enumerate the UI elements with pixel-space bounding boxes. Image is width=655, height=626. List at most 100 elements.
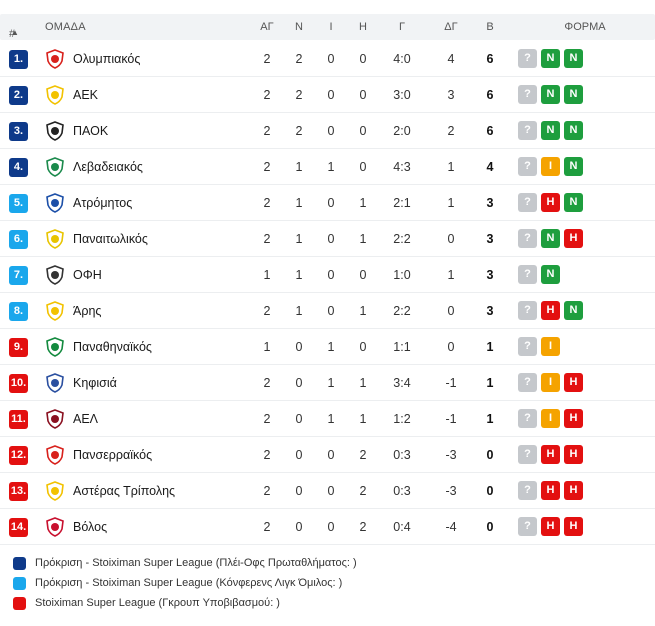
drawn-value: 1 bbox=[327, 412, 335, 426]
form-upcoming-badge[interactable]: ? bbox=[518, 121, 537, 140]
form-loss-badge[interactable]: Η bbox=[564, 517, 583, 536]
header-drawn[interactable]: Ι bbox=[329, 21, 333, 33]
goals-value: 2:0 bbox=[393, 124, 411, 138]
form-upcoming-badge[interactable]: ? bbox=[518, 337, 537, 356]
goal-diff-value: 2 bbox=[447, 124, 455, 138]
table-row[interactable]: 13. Αστέρας Τρίπολης 2 0 0 2 0:3 -3 0? Η Η bbox=[0, 473, 655, 509]
goals-value: 1:2 bbox=[393, 412, 411, 426]
form-loss-badge[interactable]: Η bbox=[564, 481, 583, 500]
header-lost[interactable]: Η bbox=[359, 21, 367, 33]
form-upcoming-badge[interactable]: ? bbox=[518, 409, 537, 428]
header-points[interactable]: Β bbox=[486, 21, 494, 33]
form-guide: ? Ν Η bbox=[518, 229, 583, 248]
form-win-badge[interactable]: Ν bbox=[564, 121, 583, 140]
form-win-badge[interactable]: Ν bbox=[541, 49, 560, 68]
goal-diff-value: 3 bbox=[447, 88, 455, 102]
form-win-badge[interactable]: Ν bbox=[564, 85, 583, 104]
form-loss-badge[interactable]: Η bbox=[564, 229, 583, 248]
team-name[interactable]: ΟΦΗ bbox=[73, 268, 102, 282]
form-loss-badge[interactable]: Η bbox=[564, 373, 583, 392]
form-loss-badge[interactable]: Η bbox=[541, 301, 560, 320]
team-name[interactable]: Ατρόμητος bbox=[73, 196, 133, 210]
table-row[interactable]: 2. ΑΕΚ 2 2 0 0 3:0 3 6? Ν Ν bbox=[0, 77, 655, 113]
form-upcoming-badge[interactable]: ? bbox=[518, 301, 537, 320]
form-upcoming-badge[interactable]: ? bbox=[518, 265, 537, 284]
table-row[interactable]: 1. Ολυμπιακός 2 2 0 0 4:0 4 6? Ν Ν bbox=[0, 41, 655, 77]
won-value: 2 bbox=[295, 52, 303, 66]
form-guide: ? Ν Ν bbox=[518, 85, 583, 104]
team-name[interactable]: Παναθηναϊκός bbox=[73, 340, 152, 354]
team-name[interactable]: Άρης bbox=[73, 304, 102, 318]
table-row[interactable]: 4. Λεβαδειακός 2 1 1 0 4:3 1 4? Ι Ν bbox=[0, 149, 655, 185]
header-won[interactable]: Ν bbox=[295, 21, 303, 33]
form-upcoming-badge[interactable]: ? bbox=[518, 373, 537, 392]
form-loss-badge[interactable]: Η bbox=[541, 517, 560, 536]
legend-color-swatch bbox=[13, 577, 26, 590]
team-name[interactable]: Βόλος bbox=[73, 520, 108, 534]
table-row[interactable]: 14. Βόλος 2 0 0 2 0:4 -4 0? Η Η bbox=[0, 509, 655, 545]
form-win-badge[interactable]: Ν bbox=[564, 193, 583, 212]
table-row[interactable]: 11. ΑΕΛ 2 0 1 1 1:2 -1 1? Ι Η bbox=[0, 401, 655, 437]
played-value: 2 bbox=[263, 232, 271, 246]
drawn-value: 0 bbox=[327, 232, 335, 246]
form-win-badge[interactable]: Ν bbox=[541, 229, 560, 248]
team-name[interactable]: Πανσερραϊκός bbox=[73, 448, 153, 462]
table-row[interactable]: 10. Κηφισιά 2 0 1 1 3:4 -1 1? Ι Η bbox=[0, 365, 655, 401]
table-row[interactable]: 6. Παναιτωλικός 2 1 0 1 2:2 0 3? Ν Η bbox=[0, 221, 655, 257]
goals-value: 1:0 bbox=[393, 268, 411, 282]
points-value: 3 bbox=[486, 196, 494, 210]
form-win-badge[interactable]: Ν bbox=[564, 301, 583, 320]
sort-arrow-icon[interactable]: ▲ bbox=[11, 28, 19, 37]
header-goal-diff[interactable]: ΔΓ bbox=[444, 21, 458, 33]
form-upcoming-badge[interactable]: ? bbox=[518, 445, 537, 464]
goal-diff-value: 0 bbox=[447, 340, 455, 354]
table-row[interactable]: 3. ΠΑΟΚ 2 2 0 0 2:0 2 6? Ν Ν bbox=[0, 113, 655, 149]
form-upcoming-badge[interactable]: ? bbox=[518, 157, 537, 176]
form-loss-badge[interactable]: Η bbox=[564, 409, 583, 428]
form-loss-badge[interactable]: Η bbox=[564, 445, 583, 464]
table-row[interactable]: 12. Πανσερραϊκός 2 0 0 2 0:3 -3 0? Η Η bbox=[0, 437, 655, 473]
form-win-badge[interactable]: Ν bbox=[541, 265, 560, 284]
team-name[interactable]: ΑΕΛ bbox=[73, 412, 99, 426]
table-row[interactable]: 9. Παναθηναϊκός 1 0 1 0 1:1 0 1? Ι bbox=[0, 329, 655, 365]
form-win-badge[interactable]: Ν bbox=[541, 85, 560, 104]
form-win-badge[interactable]: Ν bbox=[564, 49, 583, 68]
header-played[interactable]: ΑΓ bbox=[260, 21, 274, 33]
form-upcoming-badge[interactable]: ? bbox=[518, 49, 537, 68]
goals-value: 2:2 bbox=[393, 304, 411, 318]
table-row[interactable]: 8. Άρης 2 1 0 1 2:2 0 3? Η Ν bbox=[0, 293, 655, 329]
team-name[interactable]: Παναιτωλικός bbox=[73, 232, 148, 246]
team-name[interactable]: Ολυμπιακός bbox=[73, 52, 141, 66]
form-loss-badge[interactable]: Η bbox=[541, 481, 560, 500]
form-draw-badge[interactable]: Ι bbox=[541, 157, 560, 176]
position-badge: 9. bbox=[9, 338, 28, 357]
form-win-badge[interactable]: Ν bbox=[564, 157, 583, 176]
team-name[interactable]: ΑΕΚ bbox=[73, 88, 99, 102]
form-loss-badge[interactable]: Η bbox=[541, 193, 560, 212]
table-row[interactable]: 5. Ατρόμητος 2 1 0 1 2:1 1 3? Η Ν bbox=[0, 185, 655, 221]
drawn-value: 0 bbox=[327, 520, 335, 534]
team-name[interactable]: Λεβαδειακός bbox=[73, 160, 143, 174]
played-value: 2 bbox=[263, 448, 271, 462]
team-name[interactable]: Κηφισιά bbox=[73, 376, 117, 390]
form-win-badge[interactable]: Ν bbox=[541, 121, 560, 140]
form-draw-badge[interactable]: Ι bbox=[541, 337, 560, 356]
aek-crest-icon bbox=[45, 85, 65, 105]
form-loss-badge[interactable]: Η bbox=[541, 445, 560, 464]
form-upcoming-badge[interactable]: ? bbox=[518, 517, 537, 536]
form-draw-badge[interactable]: Ι bbox=[541, 373, 560, 392]
table-row[interactable]: 7. ΟΦΗ 1 1 0 0 1:0 1 3? Ν bbox=[0, 257, 655, 293]
team-name[interactable]: ΠΑΟΚ bbox=[73, 124, 109, 138]
lost-value: 2 bbox=[359, 448, 367, 462]
form-upcoming-badge[interactable]: ? bbox=[518, 85, 537, 104]
team-name[interactable]: Αστέρας Τρίπολης bbox=[73, 484, 176, 498]
position-badge: 7. bbox=[9, 266, 28, 285]
form-draw-badge[interactable]: Ι bbox=[541, 409, 560, 428]
goals-value: 2:2 bbox=[393, 232, 411, 246]
form-upcoming-badge[interactable]: ? bbox=[518, 229, 537, 248]
header-team[interactable]: ΟΜΑΔΑ bbox=[45, 21, 86, 33]
form-upcoming-badge[interactable]: ? bbox=[518, 481, 537, 500]
form-guide: ? Ν Ν bbox=[518, 121, 583, 140]
header-goals[interactable]: Γ bbox=[398, 21, 406, 33]
form-upcoming-badge[interactable]: ? bbox=[518, 193, 537, 212]
